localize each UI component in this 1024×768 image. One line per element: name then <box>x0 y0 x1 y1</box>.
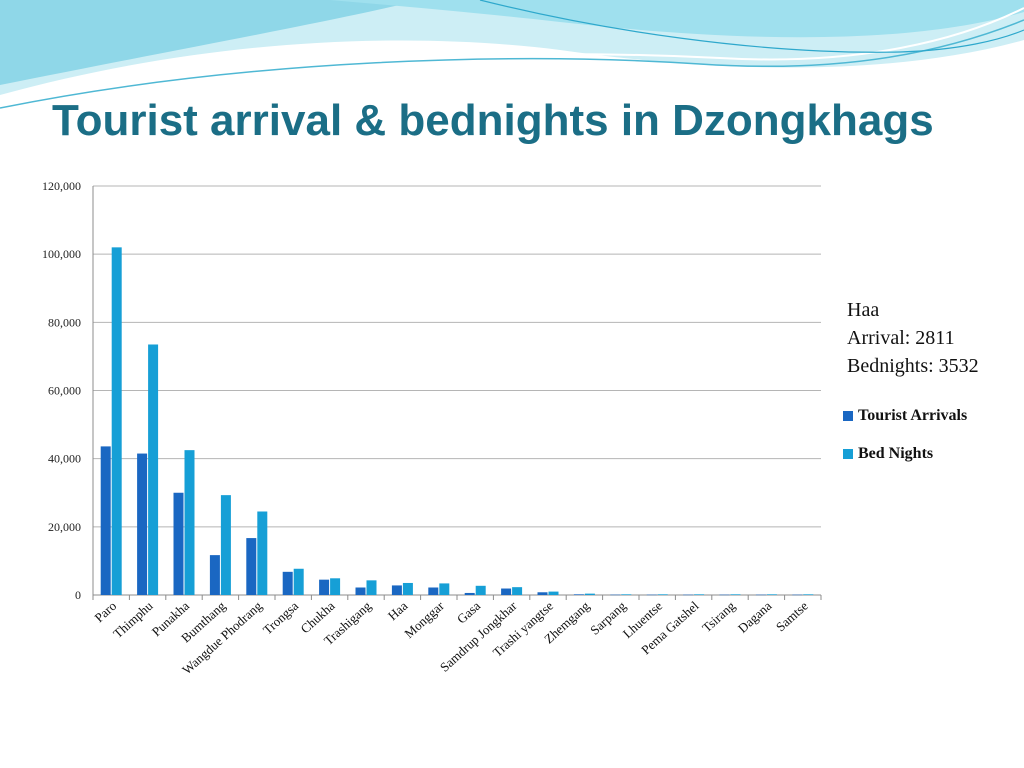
bar-tourist-arrivals <box>428 587 439 595</box>
bar-tourist-arrivals <box>719 594 730 596</box>
wave-line-2 <box>0 7 1024 103</box>
bar-tourist-arrivals <box>537 592 548 595</box>
y-tick-label: 40,000 <box>48 452 81 466</box>
x-category-label: Paro <box>91 598 119 625</box>
bar-tourist-arrivals <box>501 588 512 595</box>
x-category-label: Tsirang <box>699 598 738 635</box>
y-tick-label: 80,000 <box>48 315 81 329</box>
chart-legend: Tourist Arrivals Bed Nights <box>843 404 967 480</box>
bar-bed-nights <box>694 594 705 595</box>
bar-tourist-arrivals <box>464 592 475 595</box>
bar-bed-nights <box>439 583 450 595</box>
wave-line-3 <box>479 0 1024 53</box>
bar-bed-nights <box>730 594 741 595</box>
legend-item-tourist-arrivals: Tourist Arrivals <box>843 404 967 428</box>
bar-bed-nights <box>184 450 195 595</box>
bar-tourist-arrivals <box>391 585 402 595</box>
x-category-label: Samtse <box>773 598 811 634</box>
x-category-label: Monggar <box>401 598 447 641</box>
legend-label-tourist-arrivals: Tourist Arrivals <box>858 407 968 424</box>
bar-bed-nights <box>220 495 231 595</box>
bar-tourist-arrivals <box>209 555 220 595</box>
bar-bed-nights <box>111 247 122 595</box>
bar-tourist-arrivals <box>573 594 584 595</box>
bar-tourist-arrivals <box>100 446 111 595</box>
y-tick-label: 0 <box>75 588 81 602</box>
bar-tourist-arrivals <box>610 594 621 596</box>
bar-bed-nights <box>766 594 777 595</box>
y-tick-label: 60,000 <box>48 384 81 398</box>
bar-bed-nights <box>621 594 632 595</box>
bar-bed-nights <box>475 585 486 595</box>
bar-tourist-arrivals <box>646 594 657 596</box>
bar-bed-nights <box>257 511 268 595</box>
bar-bed-nights <box>584 593 595 595</box>
wave-dark <box>330 0 1024 38</box>
bar-bed-nights <box>330 578 341 595</box>
y-tick-label: 120,000 <box>42 179 81 193</box>
bar-bed-nights <box>293 568 304 595</box>
x-category-label: Thimphu <box>110 598 156 641</box>
bar-bed-nights <box>512 587 523 595</box>
bar-tourist-arrivals <box>683 594 694 596</box>
bar-bed-nights <box>548 591 559 595</box>
header-wave-decoration <box>0 0 1024 109</box>
bar-tourist-arrivals <box>137 453 148 595</box>
y-tick-label: 100,000 <box>42 247 81 261</box>
bar-tourist-arrivals <box>319 579 330 595</box>
x-category-label: Dagana <box>735 598 775 636</box>
bar-bed-nights <box>657 594 668 595</box>
bar-bed-nights <box>148 344 159 595</box>
legend-swatch-bed-nights <box>843 449 853 459</box>
legend-item-bed-nights: Bed Nights <box>843 442 967 466</box>
legend-label-bed-nights: Bed Nights <box>858 445 934 462</box>
annotation-name: Haa <box>847 299 880 321</box>
x-category-label: Haa <box>385 598 411 623</box>
x-category-label: Trongsa <box>260 598 302 637</box>
bar-bed-nights <box>366 580 377 595</box>
bar-bed-nights <box>402 582 413 595</box>
y-tick-label: 20,000 <box>48 520 81 534</box>
wave-mid <box>0 0 420 85</box>
bar-tourist-arrivals <box>246 538 257 595</box>
bar-tourist-arrivals <box>282 571 293 595</box>
slide-title: Tourist arrival & bednights in Dzongkhag… <box>52 96 934 145</box>
legend-swatch-tourist-arrivals <box>843 411 853 421</box>
bar-tourist-arrivals <box>173 492 184 595</box>
bar-tourist-arrivals <box>755 594 766 596</box>
x-category-label: Gasa <box>454 598 484 627</box>
bar-bed-nights <box>803 594 814 595</box>
annotation-bednights: Bednights: 3532 <box>847 355 979 377</box>
haa-annotation: Haa Arrival: 2811 Bednights: 3532 <box>847 296 979 380</box>
annotation-arrival: Arrival: 2811 <box>847 327 955 349</box>
bar-tourist-arrivals <box>355 587 366 595</box>
bar-tourist-arrivals <box>792 594 803 596</box>
